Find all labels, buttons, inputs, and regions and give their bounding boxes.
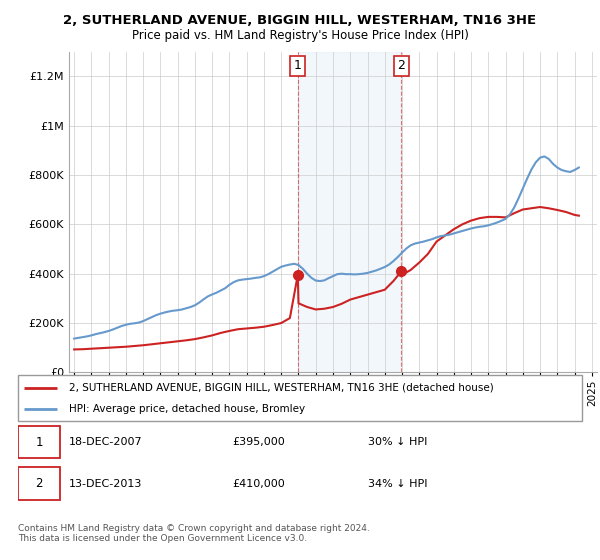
Text: 2, SUTHERLAND AVENUE, BIGGIN HILL, WESTERHAM, TN16 3HE (detached house): 2, SUTHERLAND AVENUE, BIGGIN HILL, WESTE… bbox=[69, 382, 494, 393]
Text: Contains HM Land Registry data © Crown copyright and database right 2024.
This d: Contains HM Land Registry data © Crown c… bbox=[18, 524, 370, 543]
Text: 13-DEC-2013: 13-DEC-2013 bbox=[69, 479, 142, 488]
Text: 1: 1 bbox=[294, 59, 302, 72]
Text: 18-DEC-2007: 18-DEC-2007 bbox=[69, 437, 142, 447]
Text: 2: 2 bbox=[35, 477, 43, 490]
Text: 2: 2 bbox=[397, 59, 405, 72]
Text: HPI: Average price, detached house, Bromley: HPI: Average price, detached house, Brom… bbox=[69, 404, 305, 414]
Text: 30% ↓ HPI: 30% ↓ HPI bbox=[368, 437, 427, 447]
Text: 34% ↓ HPI: 34% ↓ HPI bbox=[368, 479, 427, 488]
Bar bbox=[298, 52, 401, 372]
FancyBboxPatch shape bbox=[18, 426, 60, 459]
Text: £395,000: £395,000 bbox=[232, 437, 285, 447]
FancyBboxPatch shape bbox=[18, 467, 60, 500]
Text: £410,000: £410,000 bbox=[232, 479, 285, 488]
Text: 2, SUTHERLAND AVENUE, BIGGIN HILL, WESTERHAM, TN16 3HE: 2, SUTHERLAND AVENUE, BIGGIN HILL, WESTE… bbox=[64, 14, 536, 27]
FancyBboxPatch shape bbox=[18, 375, 582, 421]
Text: Price paid vs. HM Land Registry's House Price Index (HPI): Price paid vs. HM Land Registry's House … bbox=[131, 29, 469, 42]
Text: 1: 1 bbox=[35, 436, 43, 449]
